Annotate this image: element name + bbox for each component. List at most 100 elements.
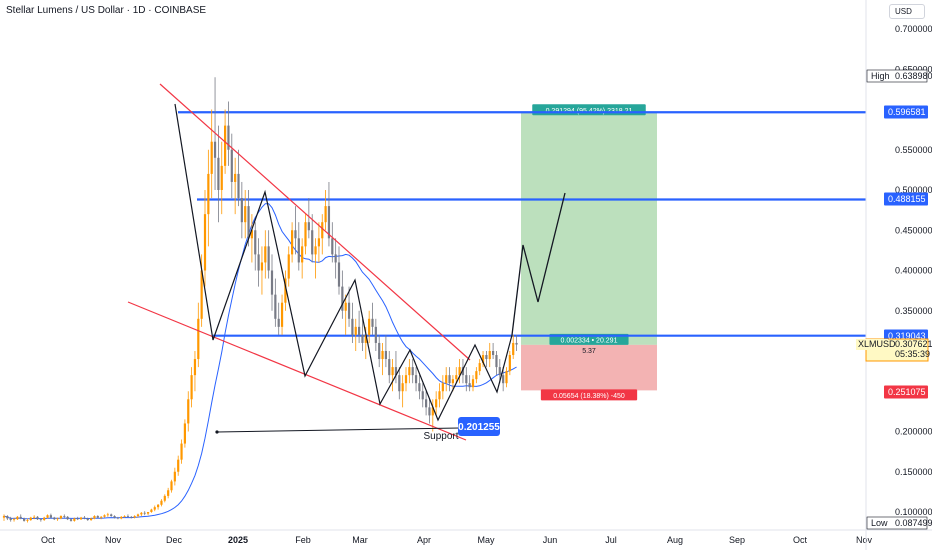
candle-body [334, 254, 337, 263]
candle-body [103, 515, 106, 517]
candle-body [2, 516, 6, 518]
candle-body [391, 367, 394, 376]
candle-body [358, 326, 361, 335]
candle-body [157, 504, 160, 508]
candle-body [49, 515, 52, 518]
support-label: Support [423, 431, 458, 442]
candle-body [143, 512, 146, 514]
candle-body [324, 206, 327, 223]
candle-body [441, 383, 444, 392]
candle-body [465, 375, 468, 384]
candle-body [354, 326, 357, 335]
price-tag-bg [884, 192, 928, 206]
candle-body [351, 318, 354, 335]
candle-body [86, 518, 89, 521]
candle-body [388, 359, 391, 376]
candle-body [431, 407, 434, 416]
candle-body [6, 516, 9, 519]
candle-body [381, 351, 384, 360]
currency-selector[interactable]: USD [889, 4, 925, 19]
candle-body [277, 318, 280, 327]
candle-body [488, 351, 491, 360]
candle-body [294, 230, 297, 239]
candle-body [428, 407, 431, 416]
candle-body [418, 383, 421, 392]
candle-body [458, 367, 461, 376]
candle-body [190, 375, 193, 400]
high-tag-bg [866, 69, 928, 83]
candle-body [193, 359, 197, 376]
symbol-tag: XLMUSD [858, 339, 896, 349]
candle-body [505, 371, 508, 384]
candles [2, 77, 518, 523]
candle-body [160, 500, 163, 505]
candle-body [230, 149, 233, 182]
symbol-tag-bg [856, 339, 888, 350]
x-tick-label: Feb [295, 535, 311, 545]
candle-body [257, 254, 260, 271]
ma-line [3, 203, 517, 520]
candle-body [73, 518, 76, 521]
price-tag-value: 0.251075 [888, 387, 926, 397]
candle-body [438, 391, 441, 400]
candle-body [126, 516, 130, 517]
candle-body [133, 516, 136, 518]
candle-body [100, 516, 103, 518]
price-tag-value: 0.596581 [888, 107, 926, 117]
candle-body [136, 514, 140, 517]
candle-body [16, 516, 19, 520]
candle-body [368, 318, 371, 335]
candle-body [96, 516, 99, 518]
candle-body [280, 302, 284, 327]
low-tag-name: Low [871, 518, 888, 528]
candle-body [408, 367, 411, 376]
support-line-start [215, 430, 219, 434]
stop-label: 0.05654 (18.38%) -450 [553, 393, 625, 400]
candle-body [9, 518, 12, 521]
candle-body [150, 509, 153, 512]
x-tick-label: Oct [793, 535, 808, 545]
candle-body [240, 198, 243, 223]
candle-body [425, 399, 428, 408]
candle-body [177, 459, 180, 472]
candle-body [498, 367, 501, 376]
low-tag-bg [866, 516, 928, 530]
candle-body [297, 238, 300, 263]
candle-body [311, 230, 314, 255]
candle-body [384, 351, 387, 360]
candle-body [475, 371, 478, 380]
candle-body [455, 375, 458, 380]
candle-body [69, 519, 73, 521]
candle-body [187, 399, 190, 424]
candle-body [421, 391, 424, 400]
candle-body [347, 302, 351, 319]
y-tick-label: 0.450000 [895, 225, 932, 235]
candle-body [116, 517, 119, 519]
x-tick-label: Apr [417, 535, 431, 545]
candle-body [344, 302, 347, 311]
x-tick-label: May [477, 535, 495, 545]
candle-body [66, 516, 69, 520]
candle-body [461, 367, 465, 376]
candle-body [492, 351, 495, 356]
y-tick-label: 0.350000 [895, 306, 932, 316]
price-tags: High 0.638980 0.596581 0.488155 0.319043XLMU… [856, 69, 932, 530]
candle-body [495, 355, 498, 368]
candle-body [284, 278, 287, 303]
candle-body [244, 206, 247, 223]
candle-body [451, 379, 454, 384]
candle-body [120, 516, 123, 519]
candle-body [394, 367, 398, 376]
candle-body [478, 363, 481, 372]
candle-body [170, 481, 173, 491]
candle-body [515, 342, 518, 345]
countdown: 05:35:39 [895, 349, 930, 359]
entry-label-1: 0.002334 • 20.291 [561, 337, 618, 344]
candle-body [93, 516, 96, 519]
candle-body [361, 334, 364, 343]
candle-body [207, 173, 210, 215]
candle-body [43, 517, 46, 521]
candle-body [213, 141, 217, 158]
